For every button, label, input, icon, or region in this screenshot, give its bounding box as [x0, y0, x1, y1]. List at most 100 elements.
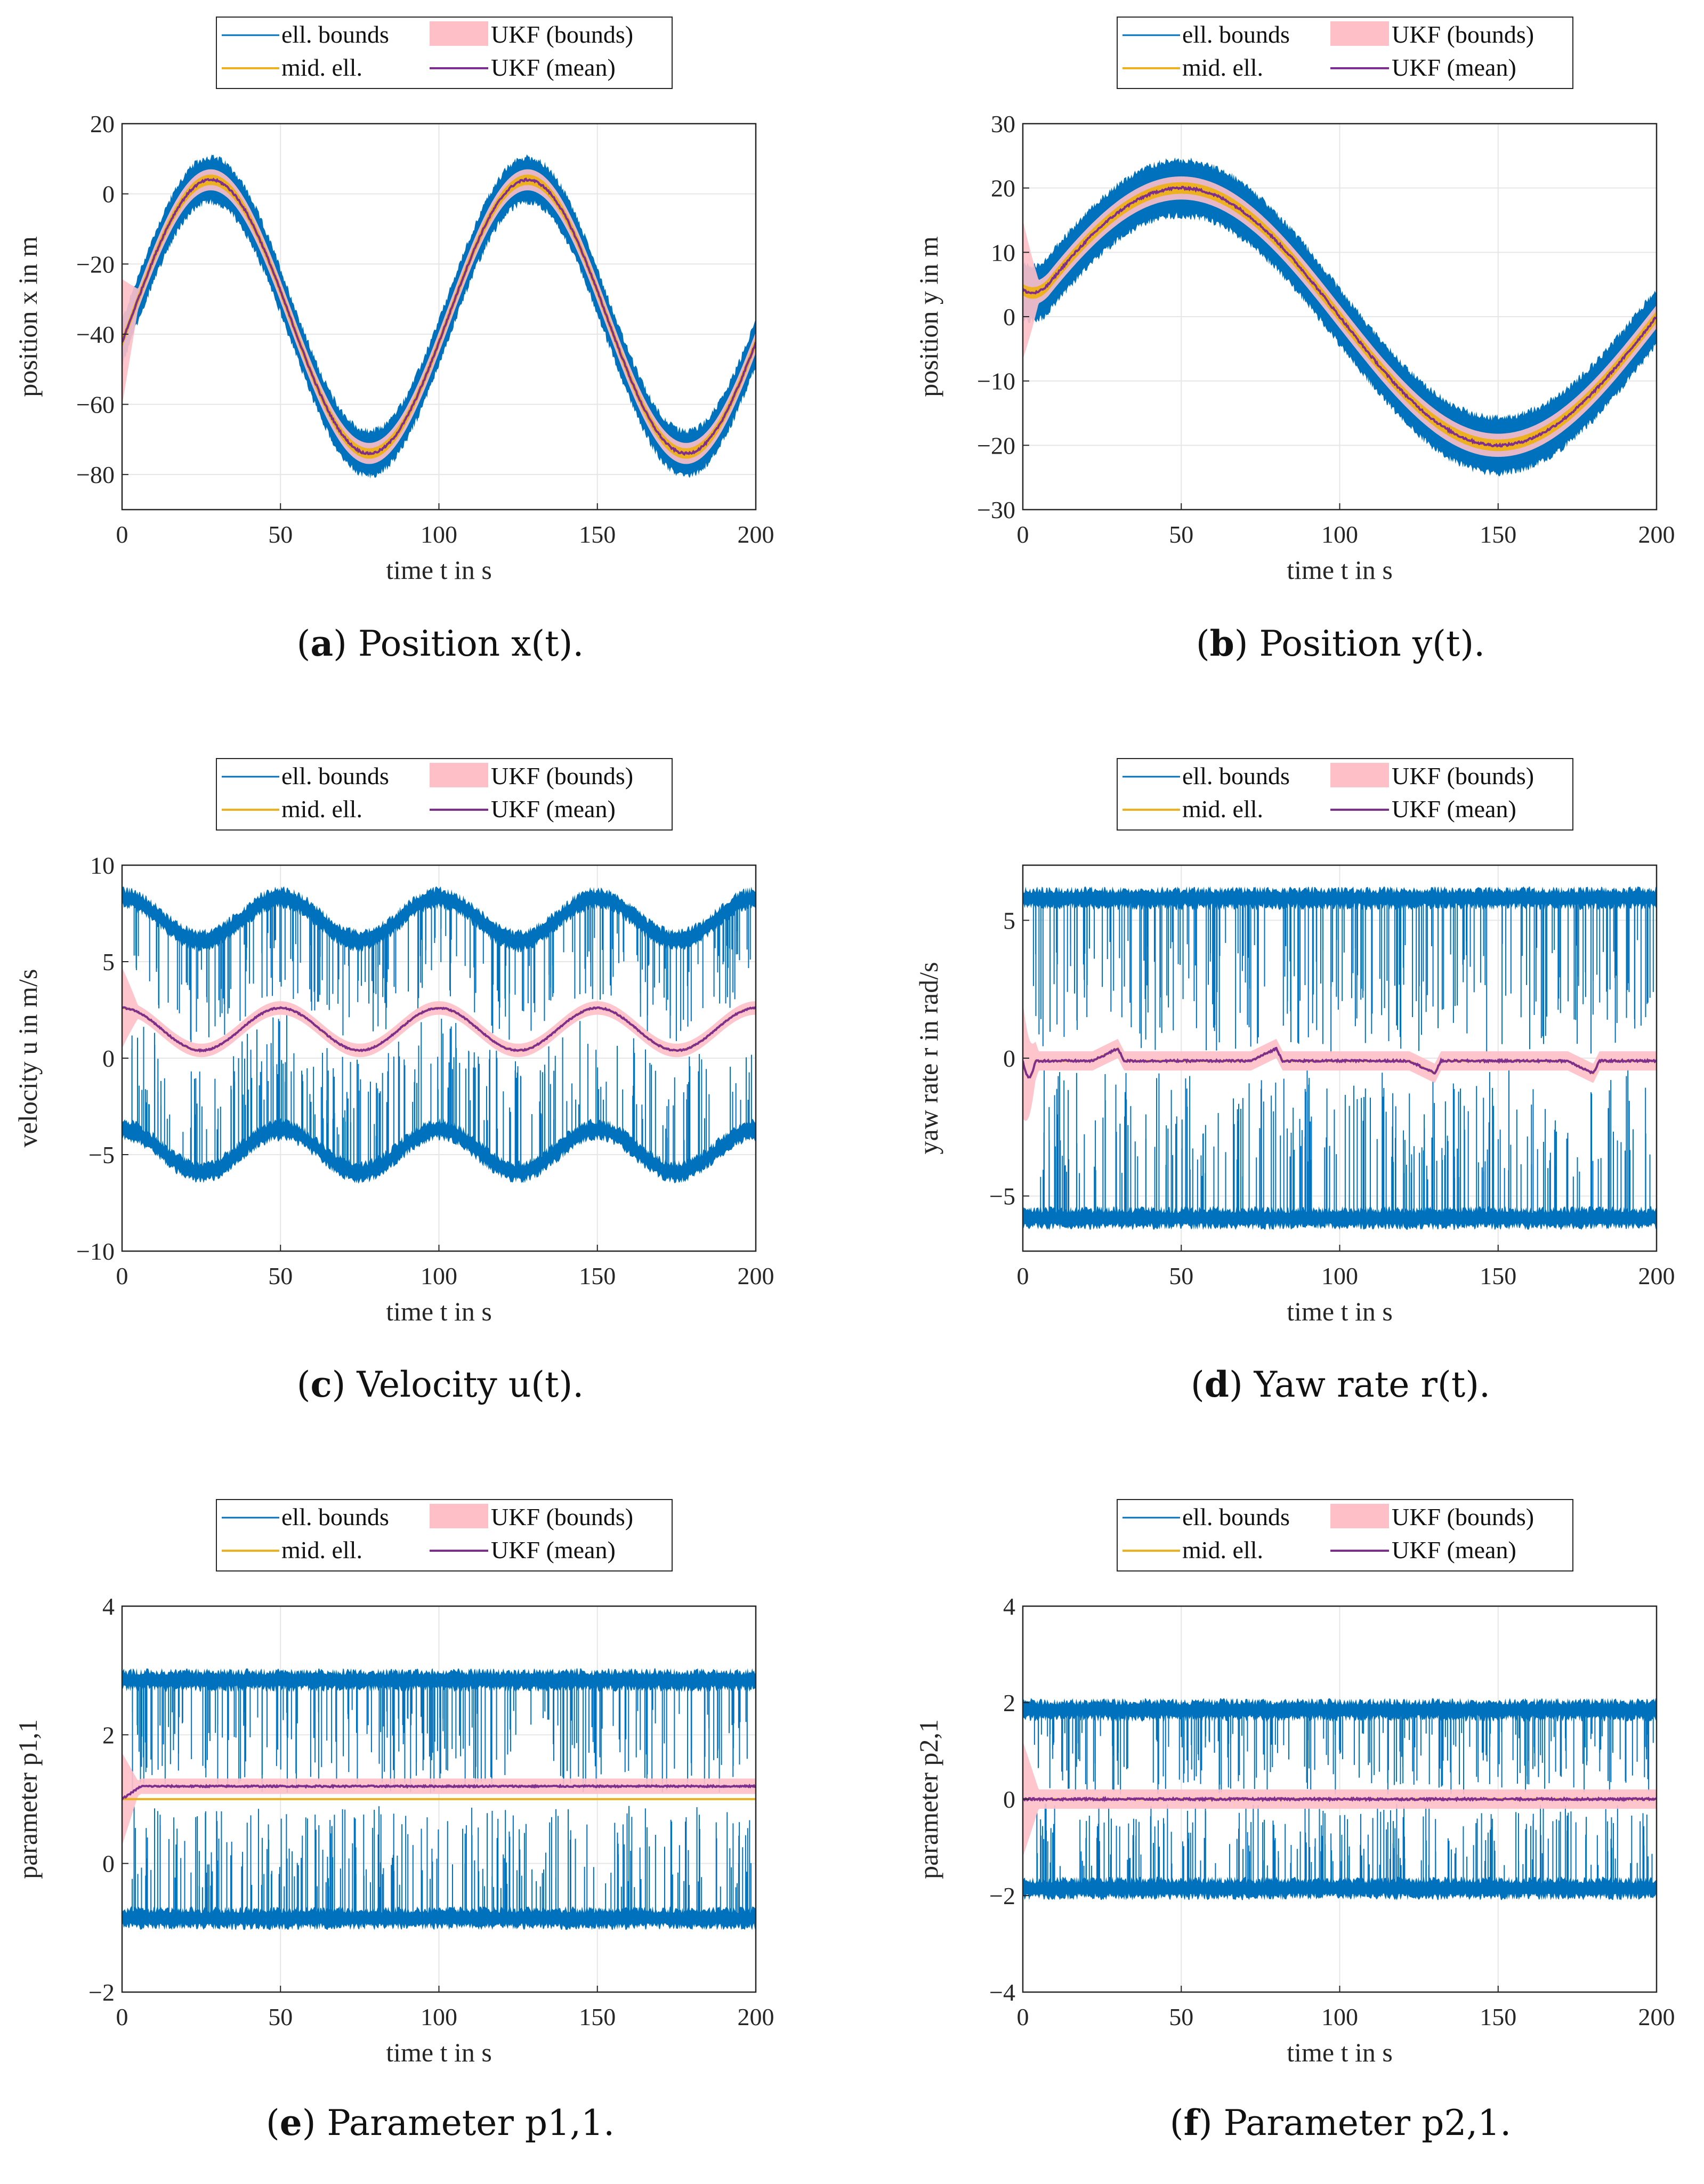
y-tick-label: 4: [1003, 1593, 1015, 1620]
ell-bound-spikes: [131, 1680, 752, 1919]
legend-swatch-ukf-bounds: [430, 763, 488, 787]
legend: ell. bounds UKF (bounds) mid. ell. UKF (mea…: [216, 758, 673, 831]
legend-label-ell-bounds: ell. bounds: [281, 1503, 389, 1530]
y-axis-label: position x in m: [13, 236, 43, 397]
legend-label-ukf-mean: UKF (mean): [491, 795, 616, 823]
x-tick-label: 50: [268, 2003, 293, 2030]
x-tick-label: 200: [738, 521, 774, 548]
y-tick-label: −10: [977, 368, 1015, 395]
legend: ell. bounds UKF (bounds) mid. ell. UKF (mea…: [216, 17, 673, 89]
x-tick-label: 150: [1480, 2003, 1516, 2030]
x-tick-label: 100: [1321, 521, 1358, 548]
y-tick-label: −20: [76, 251, 115, 278]
y-tick-label: 10: [90, 852, 115, 879]
legend-label-mid-ell: mid. ell.: [1182, 54, 1263, 81]
legend-label-ukf-bounds: UKF (bounds): [1392, 1503, 1534, 1530]
plot-content: [1023, 1698, 1657, 1900]
legend-swatch-ukf-bounds: [1330, 21, 1389, 46]
y-axis-label: yaw rate r in rad/s: [914, 962, 943, 1155]
x-axis-label: time t in s: [1287, 555, 1393, 585]
y-axis-label: velocity u in m/s: [13, 969, 43, 1148]
x-tick-label: 150: [579, 1262, 616, 1290]
x-tick-label: 0: [116, 2003, 128, 2030]
legend-label-ell-bounds: ell. bounds: [281, 762, 389, 789]
ell-bound-spikes: [131, 898, 752, 1172]
y-tick-label: −80: [76, 461, 115, 488]
plot-content: [122, 1668, 756, 1930]
legend-label-mid-ell: mid. ell.: [1182, 1536, 1263, 1564]
y-tick-label: −40: [76, 321, 115, 348]
legend-label-mid-ell: mid. ell.: [281, 795, 362, 823]
x-tick-label: 100: [1321, 1262, 1358, 1290]
x-tick-label: 100: [421, 1262, 457, 1290]
x-axis-label: time t in s: [386, 1296, 492, 1326]
y-tick-label: 5: [1003, 907, 1015, 934]
legend-label-mid-ell: mid. ell.: [1182, 795, 1263, 823]
y-tick-label: 5: [102, 948, 115, 976]
x-tick-label: 100: [1321, 2003, 1358, 2030]
ell-upper-bound: [1023, 886, 1657, 910]
panel-caption: (d) Yaw rate r(t).: [1191, 1364, 1490, 1405]
y-tick-label: 2: [102, 1721, 115, 1748]
y-tick-label: 0: [102, 1850, 115, 1877]
y-tick-label: 0: [1003, 1045, 1015, 1072]
x-tick-label: 150: [579, 521, 616, 548]
y-tick-label: −4: [989, 1979, 1015, 2006]
ukf-mean-line: [1023, 1795, 1657, 1802]
y-tick-label: 20: [90, 110, 115, 138]
y-axis-label: position y in m: [914, 236, 943, 397]
ell-upper-bound: [122, 886, 756, 953]
x-tick-label: 50: [1169, 1262, 1193, 1290]
legend-label-ukf-bounds: UKF (bounds): [491, 1503, 633, 1530]
x-tick-label: 200: [1638, 2003, 1675, 2030]
y-tick-label: 4: [102, 1593, 115, 1620]
x-tick-label: 50: [268, 521, 293, 548]
ukf-mean-line: [1023, 1046, 1657, 1079]
legend-label-mid-ell: mid. ell.: [281, 1536, 362, 1564]
y-tick-label: 0: [1003, 1786, 1015, 1813]
y-tick-label: −2: [989, 1882, 1015, 1909]
y-tick-label: −20: [977, 432, 1015, 459]
panel-caption: (f) Parameter p2,1.: [1170, 2102, 1512, 2143]
legend-label-ukf-bounds: UKF (bounds): [1392, 762, 1534, 789]
x-tick-label: 150: [579, 2003, 616, 2030]
x-tick-label: 200: [1638, 521, 1675, 548]
ukf-mean-line: [1023, 186, 1657, 448]
x-tick-label: 0: [116, 521, 128, 548]
legend-label-mid-ell: mid. ell.: [281, 54, 362, 81]
y-tick-label: −60: [76, 391, 115, 418]
legend: ell. bounds UKF (bounds) mid. ell. UKF (mea…: [1117, 17, 1573, 89]
x-tick-label: 200: [1638, 1262, 1675, 1290]
chart-panel-f: 0 50 100 150 200 4 2 0 −2 −4 time t in s parameter …: [914, 1499, 1675, 2143]
x-axis-label: time t in s: [386, 2037, 492, 2067]
x-tick-label: 50: [268, 1262, 293, 1290]
legend: ell. bounds UKF (bounds) mid. ell. UKF (mea…: [1117, 1499, 1573, 1571]
legend-label-ukf-bounds: UKF (bounds): [1392, 21, 1534, 48]
y-tick-label: −5: [989, 1183, 1015, 1210]
panel-caption: (b) Position y(t).: [1196, 623, 1485, 664]
x-tick-label: 0: [1017, 521, 1029, 548]
legend-label-ukf-bounds: UKF (bounds): [491, 21, 633, 48]
legend-label-ukf-mean: UKF (mean): [1392, 1536, 1516, 1564]
y-tick-label: 20: [991, 175, 1015, 202]
x-tick-label: 100: [421, 521, 457, 548]
x-tick-label: 150: [1480, 521, 1516, 548]
y-tick-label: 30: [991, 110, 1015, 138]
plot-content: [1023, 157, 1657, 477]
x-tick-label: 150: [1480, 1262, 1516, 1290]
x-tick-label: 0: [1017, 1262, 1029, 1290]
x-axis-label: time t in s: [1287, 1296, 1393, 1326]
ukf-mean-line: [122, 1006, 756, 1053]
x-tick-label: 50: [1169, 2003, 1193, 2030]
y-tick-label: −30: [977, 496, 1015, 523]
legend-label-ell-bounds: ell. bounds: [281, 21, 389, 48]
legend-label-ukf-mean: UKF (mean): [491, 54, 616, 81]
legend-label-ukf-mean: UKF (mean): [491, 1536, 616, 1564]
legend-swatch-ukf-bounds: [430, 1504, 488, 1528]
y-tick-label: −10: [76, 1238, 115, 1265]
y-tick-label: −2: [88, 1979, 115, 2006]
y-tick-label: 10: [991, 239, 1015, 266]
y-tick-label: 2: [1003, 1689, 1015, 1716]
